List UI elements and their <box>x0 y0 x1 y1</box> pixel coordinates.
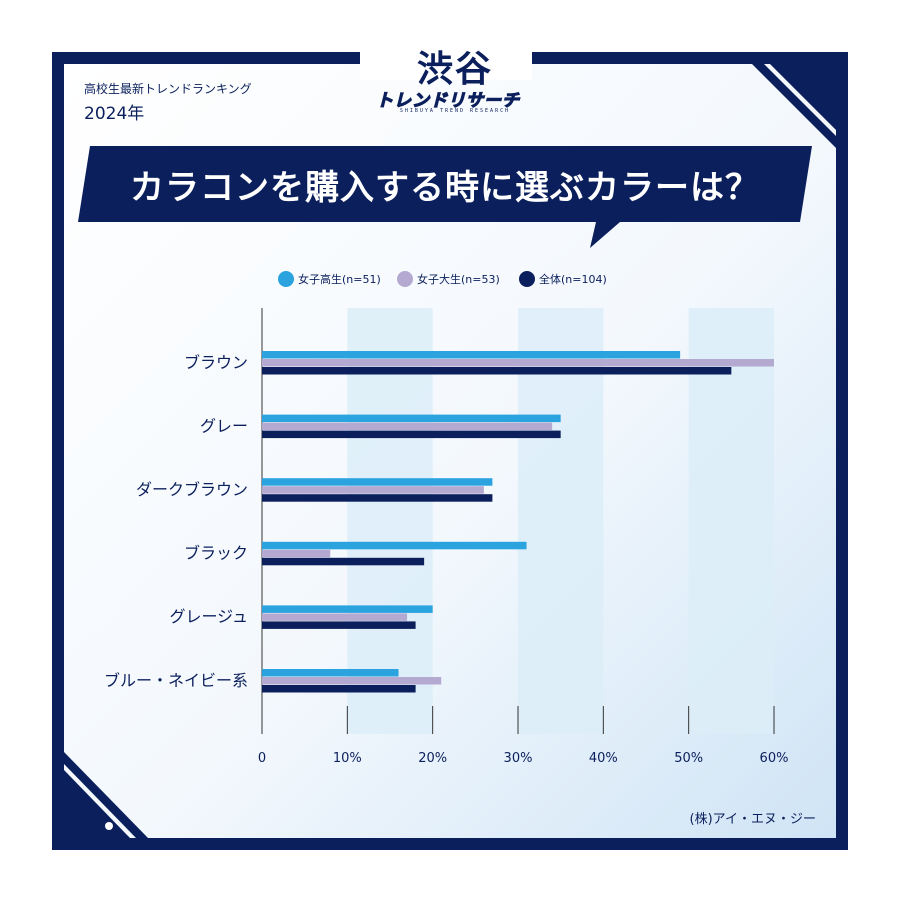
x-tick-label: 50% <box>674 751 703 766</box>
bar <box>262 541 527 550</box>
category-label: ブラック <box>184 544 248 563</box>
category-label: ブラウン <box>184 353 248 372</box>
bar <box>262 422 553 431</box>
legend-marker <box>519 271 535 287</box>
bar <box>262 677 442 685</box>
legend-label: 女子大生(n=53) <box>417 272 500 286</box>
bar <box>262 351 681 359</box>
category-label: グレー <box>200 416 248 435</box>
year-label: 2024年 <box>84 104 145 124</box>
legend-label: 女子高生(n=51) <box>298 272 381 286</box>
bar <box>262 486 484 494</box>
logo-subtitle: トレンドリサーチ <box>375 90 520 111</box>
bar <box>262 367 732 375</box>
x-tick-label: 30% <box>504 751 533 766</box>
logo-title: 渋谷 <box>416 49 493 90</box>
legend-label: 全体(n=104) <box>539 272 607 286</box>
x-tick-label: 10% <box>333 751 362 766</box>
logo-tagline: SHIBUYA TREND RESEARCH <box>399 108 511 114</box>
category-label: ブルー・ネイビー系 <box>104 671 248 690</box>
category-label: ダークブラウン <box>136 480 248 499</box>
x-tick-label: 40% <box>589 751 618 766</box>
bar <box>262 478 493 486</box>
bar <box>262 557 425 566</box>
bar <box>262 359 774 367</box>
legend-marker <box>397 271 413 287</box>
legend-marker <box>278 271 294 287</box>
source-credit: (株)アイ・エヌ・ジー <box>689 812 817 827</box>
grid-band <box>688 308 774 734</box>
question-title: カラコンを購入する時に選ぶカラーは？ <box>130 168 760 208</box>
bar <box>262 414 561 423</box>
grid-band <box>518 308 604 734</box>
bar <box>262 494 493 502</box>
bar <box>262 621 416 629</box>
bar <box>262 549 331 558</box>
x-tick-label: 0 <box>258 751 266 766</box>
category-label: グレージュ <box>169 607 248 626</box>
bar <box>262 613 408 621</box>
subtitle: 高校生最新トレンドランキング <box>84 82 252 96</box>
bar <box>262 605 433 613</box>
grid-band <box>347 308 433 734</box>
bar <box>262 685 416 693</box>
x-tick-label: 20% <box>418 751 447 766</box>
bar <box>262 669 399 677</box>
bar <box>262 430 561 439</box>
x-tick-label: 60% <box>760 751 789 766</box>
